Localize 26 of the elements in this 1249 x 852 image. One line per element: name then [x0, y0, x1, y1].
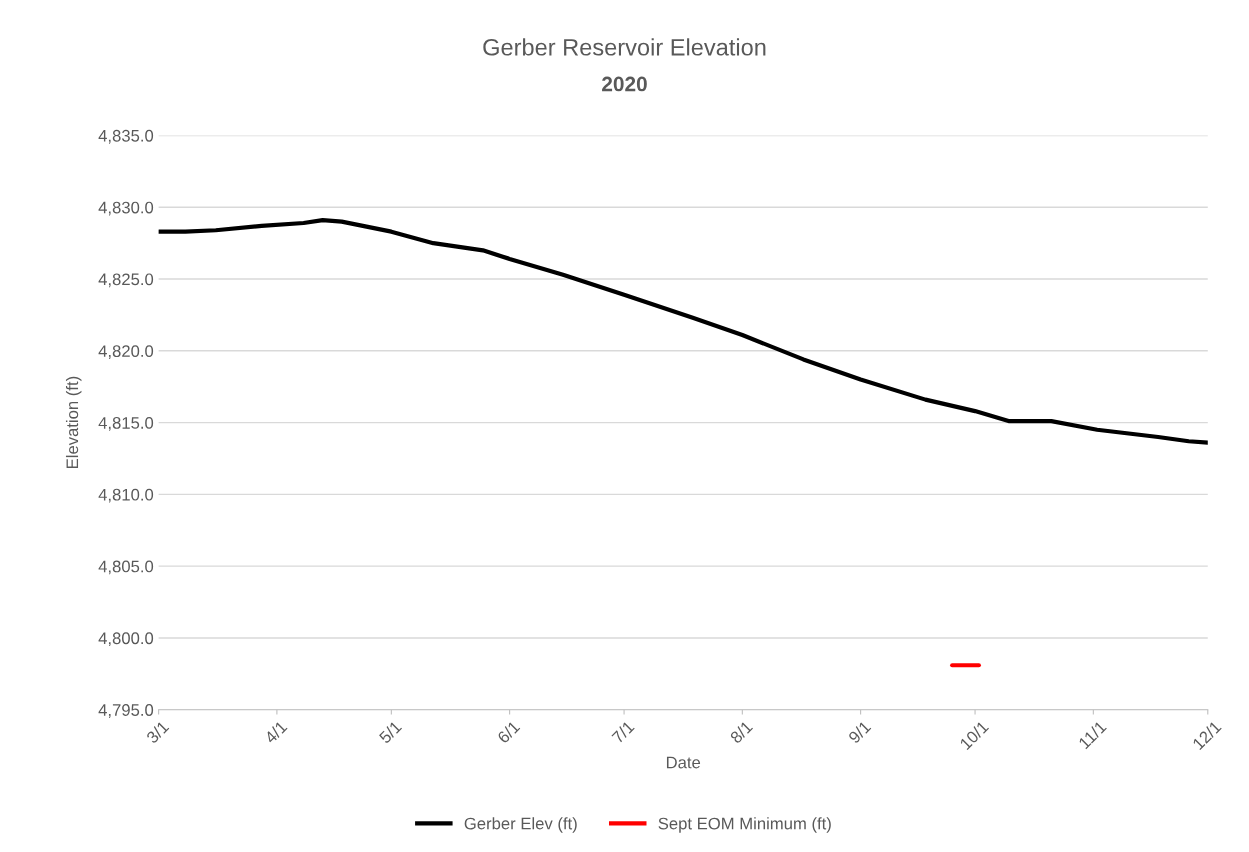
x-tick-label: 6/1	[496, 720, 521, 744]
y-axis-title: Elevation (ft)	[65, 376, 82, 468]
x-tick-label: 10/1	[959, 720, 990, 751]
y-tick-label: 4,835.0	[98, 129, 154, 144]
line-series	[158, 218, 1208, 445]
y-tick-label: 4,800.0	[98, 632, 154, 647]
x-tick-label: 4/1	[263, 720, 288, 745]
x-tick-label: 9/1	[847, 720, 872, 744]
y-tick-label: 4,820.0	[98, 345, 154, 359]
y-tick-label: 4,795.0	[98, 704, 154, 718]
x-tick-label: 11/1	[1077, 720, 1107, 750]
y-tick-label: 4,825.0	[98, 273, 154, 288]
legend-label: Sept EOM Minimum (ft)	[658, 817, 831, 833]
x-tick-label: 7/1	[610, 720, 635, 744]
chart-title: Gerber Reservoir Elevation	[483, 38, 766, 56]
y-tick-label: 4,810.0	[98, 488, 154, 503]
x-tick-label: 8/1	[729, 720, 754, 744]
y-tick-label: 4,805.0	[98, 560, 154, 575]
y-tick-label: 4,830.0	[98, 201, 154, 216]
x-tick-label: 3/1	[145, 720, 170, 745]
chart-subtitle: 2020	[602, 76, 647, 92]
x-axis-title: Date	[666, 756, 701, 769]
x-tick-label: 12/1	[1191, 720, 1222, 751]
x-tick-label: 5/1	[378, 720, 403, 744]
y-tick-label: 4,815.0	[98, 416, 154, 431]
legend-label: Gerber Elev (ft)	[464, 817, 577, 833]
